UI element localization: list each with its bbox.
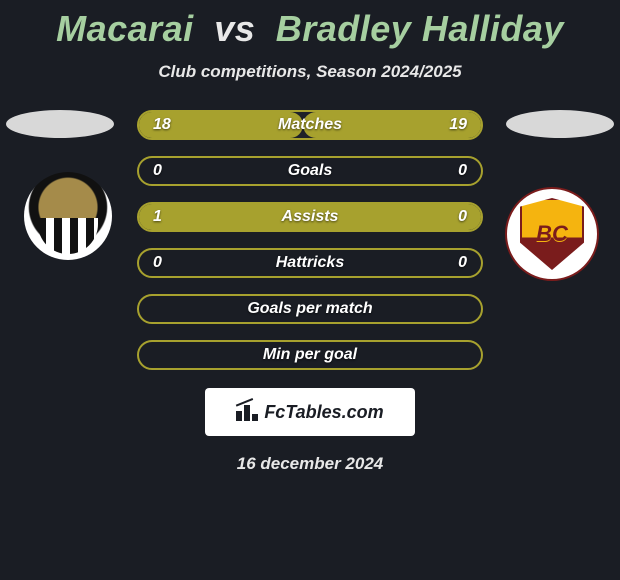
stat-row: 18 19 Matches [137, 110, 483, 140]
player2-name: Bradley Halliday [276, 8, 564, 49]
stat-rows: 18 19 Matches 0 0 Goals 1 0 Assists 0 0 Hattricks Go… [137, 110, 483, 370]
stat-value-right: 0 [458, 162, 467, 180]
comparison-body: BC 18 19 Matches 0 0 Goals 1 0 Assists 0 0 Hattrick… [0, 110, 620, 474]
player1-club-crest [20, 168, 116, 264]
stat-value-left: 0 [153, 254, 162, 272]
snapshot-date: 16 december 2024 [0, 454, 620, 474]
stat-value-right: 0 [458, 208, 467, 226]
stat-row: 0 0 Hattricks [137, 248, 483, 278]
stat-row: 0 0 Goals [137, 156, 483, 186]
stat-label: Hattricks [276, 254, 344, 272]
stat-label: Min per goal [263, 346, 357, 364]
stat-label: Assists [282, 208, 339, 226]
stat-value-left: 18 [153, 116, 171, 134]
stat-row: Min per goal [137, 340, 483, 370]
stat-value-right: 19 [449, 116, 467, 134]
player2-club-crest: BC [504, 186, 600, 282]
brand-box[interactable]: FcTables.com [205, 388, 415, 436]
title-vs: vs [214, 8, 255, 49]
player1-badge [6, 110, 114, 138]
player2-badge [506, 110, 614, 138]
stat-label: Goals [288, 162, 332, 180]
player1-name: Macarai [56, 8, 194, 49]
notts-county-crest-icon [24, 172, 112, 260]
bar-chart-icon [236, 403, 258, 421]
stat-row: 1 0 Assists [137, 202, 483, 232]
stat-row: Goals per match [137, 294, 483, 324]
stat-label: Matches [278, 116, 342, 134]
stat-value-left: 1 [153, 208, 162, 226]
stat-label: Goals per match [247, 300, 372, 318]
comparison-title: Macarai vs Bradley Halliday [0, 0, 620, 50]
bradford-city-crest-icon: BC [505, 187, 599, 281]
brand-text: FcTables.com [264, 402, 383, 423]
stat-value-right: 0 [458, 254, 467, 272]
subtitle: Club competitions, Season 2024/2025 [0, 62, 620, 82]
stat-value-left: 0 [153, 162, 162, 180]
